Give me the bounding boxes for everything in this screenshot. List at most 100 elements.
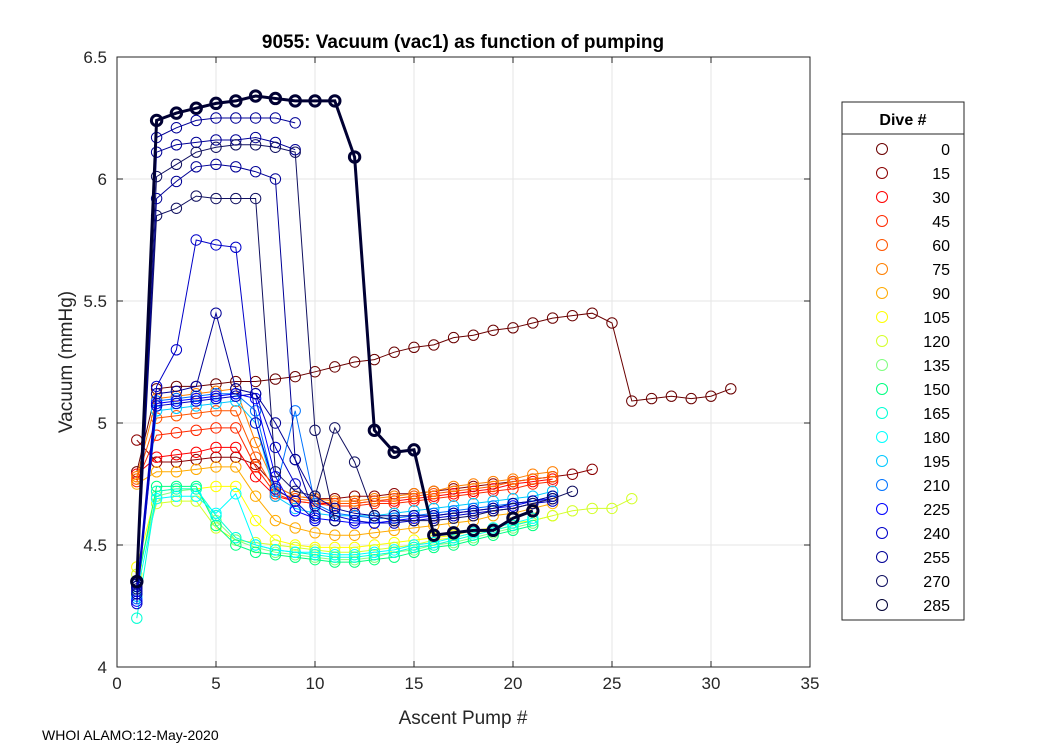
data-point <box>150 485 163 498</box>
data-point <box>388 346 400 358</box>
series-line <box>136 393 553 599</box>
data-point <box>230 422 242 434</box>
data-point <box>170 385 183 397</box>
data-point <box>131 595 143 607</box>
data-point <box>348 551 361 563</box>
data-point <box>309 500 321 512</box>
data-point <box>190 407 202 419</box>
data-point <box>546 466 559 478</box>
data-point <box>368 549 381 561</box>
y-tick-label: 4 <box>98 658 107 677</box>
legend-marker <box>876 143 888 155</box>
data-point <box>348 529 361 541</box>
data-point <box>527 497 539 510</box>
data-point <box>150 492 163 505</box>
data-point <box>210 390 222 402</box>
plot-area <box>117 57 810 667</box>
x-tick-label: 15 <box>405 674 424 693</box>
data-point <box>447 534 460 546</box>
legend-item: 285 <box>876 598 950 615</box>
data-point <box>131 597 143 610</box>
y-tick-label: 4.5 <box>83 536 107 555</box>
data-point <box>546 492 559 505</box>
legend-label: 180 <box>923 430 950 447</box>
data-point <box>626 395 638 407</box>
data-point <box>289 485 301 498</box>
data-point <box>210 307 222 319</box>
data-point <box>210 422 222 434</box>
legend-item: 270 <box>876 574 950 591</box>
data-point <box>269 514 282 527</box>
data-point <box>527 517 539 529</box>
legend-label: 150 <box>923 382 950 399</box>
series-line <box>136 163 316 587</box>
legend-label: 60 <box>932 238 950 255</box>
series-line <box>136 488 533 619</box>
data-point <box>329 549 341 561</box>
data-point <box>566 485 579 498</box>
legend-item: 135 <box>876 358 950 375</box>
data-point <box>150 400 163 412</box>
legend-marker <box>876 431 888 443</box>
data-point <box>170 480 183 493</box>
legend-item: 195 <box>876 454 950 471</box>
data-point <box>407 443 421 457</box>
series-layer <box>130 89 737 624</box>
legend-marker <box>876 407 888 419</box>
legend-item: 210 <box>876 478 950 495</box>
x-tick-label: 20 <box>504 674 523 693</box>
series-line <box>136 388 553 502</box>
data-point <box>289 492 301 505</box>
data-point <box>170 122 183 134</box>
data-point <box>249 388 262 400</box>
data-point <box>210 378 222 390</box>
data-point <box>190 424 202 437</box>
data-point <box>230 461 242 473</box>
data-point <box>309 514 321 527</box>
data-point <box>466 523 481 538</box>
data-point <box>210 507 222 519</box>
series-270 <box>131 190 579 595</box>
data-point <box>170 427 183 439</box>
data-point <box>269 441 282 454</box>
data-point <box>131 612 143 624</box>
data-point <box>685 392 697 405</box>
legend-item: 30 <box>876 190 950 207</box>
data-point <box>170 202 183 214</box>
legend-item: 180 <box>876 430 950 447</box>
data-point <box>329 510 341 522</box>
data-point <box>289 495 301 507</box>
x-tick-label: 5 <box>211 674 220 693</box>
data-point <box>170 395 183 407</box>
data-point <box>249 405 262 417</box>
data-point <box>230 375 242 388</box>
data-point <box>288 94 302 108</box>
data-point <box>348 356 361 368</box>
legend-label: 0 <box>941 142 950 159</box>
data-point <box>586 463 598 476</box>
ticks: 0 5 10 15 20 25 30 35 4 4.5 5 5.5 6 6.5 <box>83 48 819 693</box>
legend-item: 0 <box>876 142 950 159</box>
data-point <box>367 423 382 438</box>
legend-item: 255 <box>876 550 950 567</box>
data-point <box>230 451 242 463</box>
data-point <box>329 529 341 541</box>
data-point <box>546 510 559 522</box>
data-point <box>506 511 520 525</box>
series-165 <box>131 483 539 624</box>
data-point <box>447 512 460 524</box>
data-point <box>388 546 400 559</box>
series-285 <box>130 89 540 589</box>
data-point <box>269 373 282 385</box>
data-point <box>289 522 301 534</box>
data-point <box>249 131 262 144</box>
y-tick-label: 6.5 <box>83 48 107 67</box>
legend-label: 195 <box>923 454 950 471</box>
data-point <box>230 192 242 205</box>
data-point <box>546 473 559 485</box>
data-point <box>170 466 183 478</box>
y-axis-label: Vacuum (mmHg) <box>56 291 77 433</box>
legend-items: 0 15 30 45 60 75 90 105 120 135 150 165 180 195 210 225… <box>876 142 950 615</box>
data-point <box>309 497 321 510</box>
data-point <box>149 113 164 128</box>
